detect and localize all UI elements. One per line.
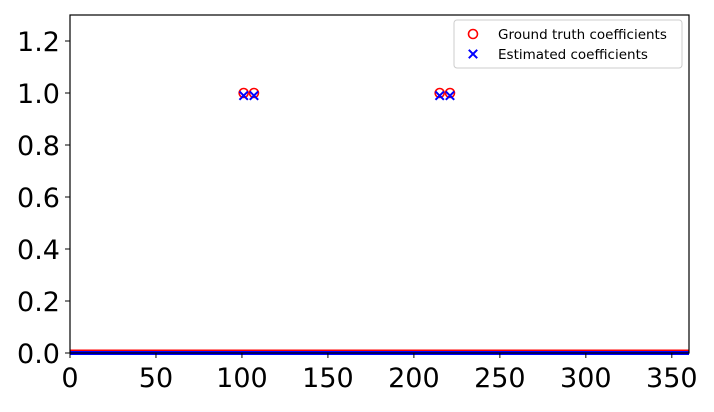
estimated-point-1 bbox=[249, 90, 259, 101]
y-tick-label: 0.6 bbox=[17, 183, 60, 214]
legend: Ground truth coefficients Estimated coeff… bbox=[453, 19, 683, 69]
ground-truth-point-2 bbox=[434, 87, 445, 99]
plot-area bbox=[70, 15, 689, 353]
y-tick-label: 0.8 bbox=[17, 131, 60, 162]
points-layer bbox=[238, 87, 456, 101]
x-tick-label: 200 bbox=[388, 363, 440, 394]
y-tick-label: 0.0 bbox=[17, 339, 60, 370]
estimated-point-0 bbox=[238, 90, 249, 101]
ground-truth-point-1 bbox=[248, 87, 260, 99]
y-tick-label: 1.2 bbox=[17, 27, 60, 58]
legend-label: Estimated coefficients bbox=[498, 47, 648, 63]
legend-marker-estimated bbox=[468, 49, 478, 59]
y-tick-label: 1.0 bbox=[17, 79, 60, 110]
x-tick-label: 350 bbox=[646, 363, 698, 394]
x-tick-label: 250 bbox=[474, 363, 526, 394]
ground-truth-point-3 bbox=[444, 87, 456, 99]
x-tick-label: 100 bbox=[216, 363, 268, 394]
estimated-point-2 bbox=[434, 90, 445, 101]
x-tick-label: 300 bbox=[560, 363, 612, 394]
estimated-point-3 bbox=[445, 90, 455, 101]
plot-frame bbox=[69, 14, 690, 354]
legend-label: Ground truth coefficients bbox=[498, 27, 667, 43]
legend-marker-ground-truth bbox=[467, 28, 479, 40]
y-tick-label: 0.2 bbox=[17, 287, 60, 318]
y-axis: 0.0 0.2 0.4 0.6 0.8 1.0 1.2 bbox=[17, 27, 70, 370]
y-tick-label: 0.4 bbox=[17, 235, 60, 266]
x-axis: 0 50 100 150 200 250 300 350 bbox=[61, 353, 698, 394]
x-tick-label: 0 bbox=[61, 363, 78, 394]
legend-box bbox=[453, 19, 683, 69]
x-tick-label: 150 bbox=[302, 363, 354, 394]
ground-truth-point-0 bbox=[238, 87, 249, 99]
x-tick-label: 50 bbox=[139, 363, 173, 394]
